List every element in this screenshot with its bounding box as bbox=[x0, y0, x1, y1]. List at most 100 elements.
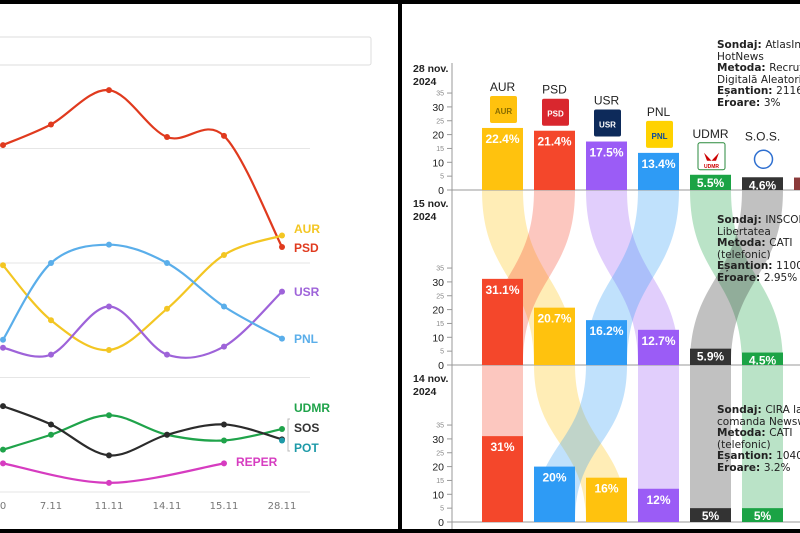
series-udmr: UDMR bbox=[0, 401, 330, 453]
bar-pnl bbox=[534, 466, 575, 522]
data-point bbox=[48, 260, 54, 266]
series-label: PNL bbox=[294, 332, 318, 346]
poll-info-line: Sondaj: AtlasIntel bbox=[717, 39, 800, 52]
poll-info-value: (telefonic) bbox=[717, 248, 771, 261]
bar-sos bbox=[690, 508, 731, 522]
y-tick-label: 20 bbox=[432, 305, 444, 317]
poll-info-line: Metoda: CATI bbox=[717, 427, 800, 440]
series-pnl: PNL bbox=[0, 241, 318, 346]
bar-value-label: 22.4% bbox=[485, 132, 519, 146]
series-label: PSD bbox=[294, 241, 319, 255]
logo-box bbox=[697, 142, 726, 171]
party-name: UDMR bbox=[693, 127, 729, 141]
bar-udmr bbox=[742, 508, 783, 522]
bar-value-label: 21.4% bbox=[537, 135, 571, 149]
poll-info-key: Eroare: bbox=[717, 271, 764, 284]
bar-value-label: 31.1% bbox=[485, 283, 519, 297]
poll-date-year: 2024 bbox=[413, 211, 437, 223]
series-label: SOS bbox=[294, 421, 319, 435]
poll-info-value: Digitală Aleatorie bbox=[717, 73, 800, 86]
y-tick-label: 5 bbox=[440, 174, 444, 181]
poll-info-line: (telefonic) bbox=[717, 248, 800, 262]
y-tick-label: 0 bbox=[438, 517, 444, 529]
data-point bbox=[0, 446, 6, 453]
x-tick-label: 11.11 bbox=[95, 501, 124, 512]
bar-sos bbox=[690, 348, 731, 365]
poll-date-year: 2024 bbox=[413, 386, 437, 398]
bar-pot bbox=[794, 177, 800, 190]
poll-info-value: comanda Newsw bbox=[717, 415, 800, 428]
poll-info-line: Libertatea bbox=[717, 226, 800, 239]
poll-info: Sondaj: AtlasIntelHotNewsMetoda: Recruta… bbox=[717, 39, 800, 109]
data-point bbox=[48, 421, 54, 428]
party-name: S.O.S. bbox=[745, 129, 780, 143]
poll-info-value: CATI bbox=[769, 237, 793, 249]
poll-info-line: Eșantion: 1100, bbox=[717, 260, 800, 273]
y-tick-label: 30 bbox=[432, 277, 444, 289]
logo-box bbox=[542, 98, 569, 126]
y-tick-label: 20 bbox=[432, 462, 444, 474]
poll-info-value: Recrutare bbox=[769, 62, 800, 74]
x-tick-label: 15.11 bbox=[210, 501, 239, 512]
bar-aur bbox=[534, 307, 575, 365]
data-point bbox=[164, 351, 170, 358]
logo-text: PSD bbox=[547, 110, 564, 119]
bar-value-label: 4.5% bbox=[749, 354, 777, 368]
data-point bbox=[106, 452, 112, 459]
data-point bbox=[48, 431, 54, 438]
right-panel bbox=[402, 4, 800, 529]
data-point bbox=[164, 260, 170, 266]
series-label: UDMR bbox=[294, 401, 330, 415]
data-point bbox=[106, 303, 112, 310]
bar-aur bbox=[586, 477, 627, 522]
poll-info-key: Eșantion: bbox=[717, 260, 777, 272]
bar-value-label: 5.9% bbox=[697, 350, 725, 364]
bar-value-label: 5% bbox=[702, 509, 720, 523]
data-point bbox=[279, 243, 285, 250]
poll-row: 28 nov.2024 0 5 10 15 20 25 30 35 22.4% AUR AUR 21.4… bbox=[413, 63, 800, 197]
poll-info-key: Metoda: bbox=[717, 237, 770, 249]
y-tick-label: 5 bbox=[440, 349, 444, 356]
poll-info-key: Sondaj: bbox=[717, 404, 766, 416]
filter-box bbox=[0, 36, 372, 66]
poll-info-value: 1040, bbox=[776, 450, 800, 462]
poll-info-line: Eroare: 3.2% bbox=[717, 461, 800, 475]
data-point bbox=[221, 343, 227, 350]
flow-ribbon bbox=[690, 190, 783, 365]
poll-info-key: Eșantion: bbox=[717, 85, 777, 97]
data-point bbox=[48, 121, 54, 128]
bar-pnl bbox=[586, 320, 627, 365]
poll-info-value: CATI bbox=[769, 427, 793, 439]
data-point bbox=[221, 421, 227, 428]
y-tick-label: 35 bbox=[436, 266, 444, 273]
y-tick-label: 30 bbox=[432, 434, 444, 446]
y-tick-label: 0 bbox=[438, 185, 444, 197]
bar-udmr bbox=[690, 174, 731, 190]
data-point bbox=[279, 437, 285, 444]
poll-info-value: 3% bbox=[763, 96, 781, 109]
bar-psd bbox=[534, 130, 575, 190]
data-point bbox=[221, 132, 227, 139]
poll-info-key: Eșantion: bbox=[717, 450, 777, 462]
logo-text: AUR bbox=[495, 107, 513, 116]
bar-psd bbox=[482, 278, 523, 365]
poll-info-line: HotNews bbox=[717, 51, 800, 64]
poll-info-line: comanda Newsw bbox=[717, 415, 800, 429]
series-usr: USR bbox=[0, 285, 320, 359]
data-point bbox=[164, 305, 170, 312]
poll-row: 15 nov.2024 0 5 10 15 20 25 30 35 31.1% 20.7% 16.2%… bbox=[413, 198, 800, 372]
data-point bbox=[0, 460, 6, 467]
flow-ribbon bbox=[742, 365, 783, 522]
bar-value-label: 16% bbox=[594, 482, 618, 496]
data-point bbox=[0, 262, 6, 269]
y-tick-label: 20 bbox=[432, 130, 444, 142]
poll-info-line: Eroare: 2.95% bbox=[717, 271, 800, 285]
bar-sos bbox=[742, 177, 783, 190]
bar-usr bbox=[638, 488, 679, 522]
party-logo-usr: USR bbox=[594, 109, 621, 137]
poll-date: 14 nov. bbox=[413, 373, 448, 385]
poll-info-key: Eroare: bbox=[717, 461, 764, 474]
data-point bbox=[106, 412, 112, 419]
data-point bbox=[48, 351, 54, 358]
